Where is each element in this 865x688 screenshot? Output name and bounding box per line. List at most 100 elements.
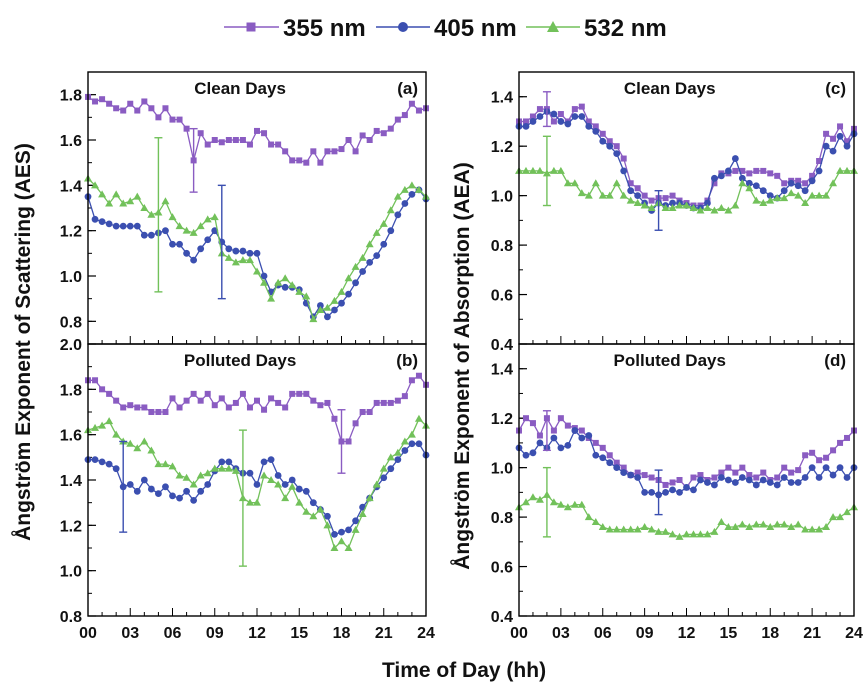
panel-a-point-532-nm xyxy=(210,213,219,221)
panel-c-y-tick-label: 1.2 xyxy=(491,139,513,156)
panel-a-point-405-nm xyxy=(253,249,261,257)
panel-d-point-405-nm xyxy=(669,486,676,494)
panel-b-y-tick-label: 1.8 xyxy=(60,382,82,399)
panel-b-point-532-nm xyxy=(210,464,219,472)
panel-d-point-532-nm xyxy=(570,500,579,508)
panel-d-point-405-nm xyxy=(704,479,711,486)
panel-b-point-355-nm xyxy=(296,390,303,397)
panel-d-point-405-nm xyxy=(794,479,802,486)
panel-d-point-355-nm xyxy=(606,452,613,459)
panel-c-point-355-nm xyxy=(711,180,718,187)
panel-c-point-532-nm xyxy=(605,191,614,199)
panel-b-y-tick-label: 1.2 xyxy=(60,518,82,535)
panel-b-point-355-nm xyxy=(176,404,183,411)
panel-a-point-532-nm xyxy=(98,190,107,198)
panel-b-point-532-nm xyxy=(281,494,290,502)
panel-c-point-405-nm xyxy=(822,142,830,150)
panel-a-y-tick-label: 1.6 xyxy=(60,133,82,150)
panel-d-point-405-nm xyxy=(683,484,690,491)
panel-c-y-tick-label: 1.0 xyxy=(491,189,513,206)
panel-c-point-532-nm xyxy=(766,196,775,204)
panel-d-point-405-nm xyxy=(822,464,830,472)
panel-c-point-355-nm xyxy=(641,192,648,199)
panel-b-point-532-nm xyxy=(182,473,191,481)
panel-b-point-405-nm xyxy=(345,526,352,534)
panel-b-point-405-nm xyxy=(91,456,99,463)
panel-c-point-355-nm xyxy=(802,180,809,187)
panel-c-point-532-nm xyxy=(724,206,733,214)
panel-b-point-532-nm xyxy=(175,471,184,479)
panel-a-point-532-nm xyxy=(161,197,170,205)
panel-c-title: Clean Days xyxy=(624,79,716,98)
panel-b-x-tick-label: 09 xyxy=(206,625,224,642)
legend-label-355: 355 nm xyxy=(283,15,366,42)
panel-b-point-532-nm xyxy=(105,417,114,425)
panel-a-point-355-nm xyxy=(141,98,148,105)
panel-c-point-532-nm xyxy=(619,191,628,199)
panel-d-x-tick-label: 21 xyxy=(803,625,821,642)
panel-a-point-532-nm xyxy=(168,213,177,221)
panel-b-point-532-nm xyxy=(203,469,212,477)
panel-b-point-405-nm xyxy=(295,485,303,493)
panel-b-point-405-nm xyxy=(225,458,233,466)
panel-a-point-355-nm xyxy=(338,146,345,153)
panel-d-point-405-nm xyxy=(717,474,725,481)
panel-c-point-532-nm xyxy=(752,196,761,204)
panel-a-point-405-nm xyxy=(98,218,106,226)
panel-a-point-532-nm xyxy=(344,274,353,282)
panel-c-point-532-nm xyxy=(563,179,572,187)
panel-c-point-405-nm xyxy=(578,113,586,120)
legend-marker-532 xyxy=(547,21,559,32)
panel-a-point-532-nm xyxy=(112,190,121,198)
panel-c-point-532-nm xyxy=(745,184,754,192)
panel-d-point-355-nm xyxy=(620,464,627,471)
panel-c-point-532-nm xyxy=(598,191,607,199)
panel-b-point-405-nm xyxy=(162,483,169,491)
panel-d-point-532-nm xyxy=(563,503,572,511)
panel-b-point-405-nm xyxy=(218,458,226,466)
panel-c-point-532-nm xyxy=(780,194,789,202)
panel-d-x-tick-label: 24 xyxy=(845,625,863,642)
panel-d-point-355-nm xyxy=(718,469,725,476)
panel-a-point-405-nm xyxy=(162,227,169,235)
panel-d-point-405-nm xyxy=(745,476,753,484)
panel-a-y-tick-label: 0.8 xyxy=(60,314,82,331)
panel-d-point-532-nm xyxy=(584,513,593,521)
panel-b-point-532-nm xyxy=(302,507,311,515)
panel-c-point-405-nm xyxy=(585,123,593,130)
panel-b-point-355-nm xyxy=(141,404,148,411)
panel-b-point-405-nm xyxy=(302,487,310,495)
panel-a-point-405-nm xyxy=(140,231,148,239)
panel-d-x-tick-label: 00 xyxy=(510,625,528,642)
panel-c-point-405-nm xyxy=(808,177,816,185)
panel-c-point-355-nm xyxy=(795,177,802,184)
panel-a-point-405-nm xyxy=(338,299,345,307)
panel-a-point-355-nm xyxy=(169,116,176,123)
panel-d-point-355-nm xyxy=(557,415,564,422)
panel-a-point-405-nm xyxy=(408,191,416,198)
panel-b-point-532-nm xyxy=(393,448,402,456)
panel-b-point-355-nm xyxy=(366,409,373,415)
panel-a-point-532-nm xyxy=(119,199,128,207)
panel-a-point-355-nm xyxy=(204,141,211,148)
panel-b-point-532-nm xyxy=(147,446,156,454)
panel-d-point-355-nm xyxy=(634,469,641,476)
panel-b: 0.8 1.0 1.2 1.4 1.6 1.8 2.0 00 03 06 09 12 15 18 21 24 P… xyxy=(60,337,435,642)
panel-d-point-405-nm xyxy=(738,474,746,481)
panel-c-point-532-nm xyxy=(570,179,579,187)
panel-c-point-355-nm xyxy=(648,197,655,204)
panel-a-point-355-nm xyxy=(162,105,169,112)
panel-c-point-355-nm xyxy=(774,172,781,179)
panel-d-point-405-nm xyxy=(585,432,593,439)
panel-c-point-532-nm xyxy=(521,166,530,174)
panel-b-point-532-nm xyxy=(309,512,318,520)
panel-d-point-532-nm xyxy=(787,522,796,530)
panel-c-point-355-nm xyxy=(620,155,627,162)
panel-a-point-405-nm xyxy=(183,249,190,257)
panel-a-point-532-nm xyxy=(302,292,311,300)
panel-d-point-355-nm xyxy=(690,474,697,481)
panel-c-point-355-nm xyxy=(592,123,599,130)
panel-b-point-405-nm xyxy=(338,528,345,536)
panel-b-point-532-nm xyxy=(372,480,381,488)
panel-b-point-532-nm xyxy=(288,482,297,490)
